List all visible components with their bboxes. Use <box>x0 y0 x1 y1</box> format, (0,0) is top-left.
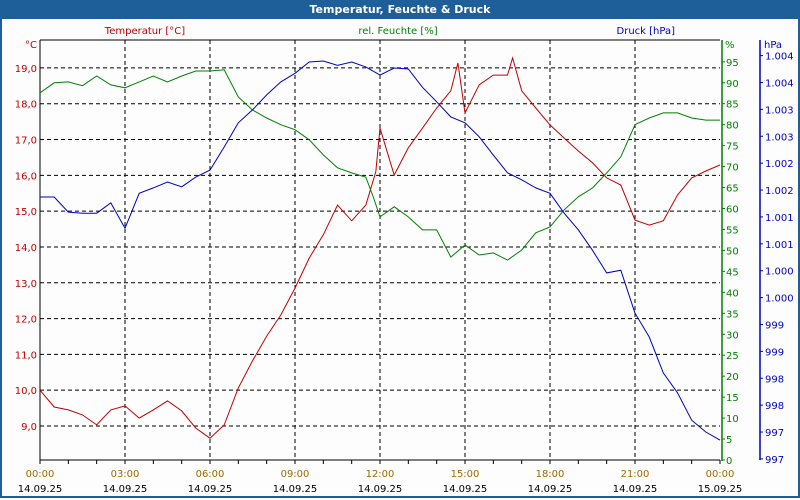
x-tick-date: 15.09.25 <box>698 484 743 495</box>
x-tick-date: 14.09.25 <box>188 484 233 495</box>
x-tick-date: 14.09.25 <box>358 484 403 495</box>
x-tick-date: 14.09.25 <box>273 484 318 495</box>
humidity-tick-label: 0 <box>726 456 732 467</box>
x-tick-date: 14.09.25 <box>18 484 63 495</box>
pressure-tick-label: 998 <box>765 401 784 412</box>
pressure-tick-label: 998 <box>765 374 784 385</box>
pressure-tick-label: 1.002 <box>765 159 794 170</box>
pressure-tick-label: 1.004 <box>765 78 794 89</box>
pressure-tick-label: 999 <box>765 347 784 358</box>
humidity-series-line <box>39 69 720 261</box>
x-tick-time: 09:00 <box>281 469 310 480</box>
x-tick-date: 14.09.25 <box>443 484 488 495</box>
pressure-tick-label: 1.003 <box>765 105 794 116</box>
pressure-tick-label: 997 <box>765 428 784 439</box>
temperature-tick-label: 19,0 <box>15 64 37 75</box>
pressure-tick-label: 999 <box>765 320 784 331</box>
humidity-tick-label: 40 <box>726 288 739 299</box>
pressure-tick-label: 1.000 <box>765 267 794 278</box>
humidity-tick-label: 55 <box>726 225 739 236</box>
temperature-unit: °C <box>25 40 37 51</box>
pressure-tick-label: 1.003 <box>765 132 794 143</box>
pressure-tick-label: 1.001 <box>765 213 794 224</box>
x-tick-time: 06:00 <box>196 469 225 480</box>
x-tick-time: 15:00 <box>451 469 480 480</box>
x-tick-time: 03:00 <box>111 469 140 480</box>
temperature-series-line <box>39 56 721 439</box>
humidity-tick-label: 30 <box>726 330 739 341</box>
pressure-tick-label: 997 <box>765 455 784 466</box>
humidity-tick-label: 10 <box>726 414 739 425</box>
temperature-tick-label: 15,0 <box>15 207 37 218</box>
pressure-tick-label: 1.000 <box>765 294 794 305</box>
temperature-tick-label: 10,0 <box>15 386 37 397</box>
humidity-tick-label: 85 <box>726 100 739 111</box>
x-tick-date: 14.09.25 <box>613 484 658 495</box>
humidity-tick-label: 20 <box>726 372 739 383</box>
temperature-tick-label: 13,0 <box>15 279 37 290</box>
humidity-tick-label: 95 <box>726 58 739 69</box>
temperature-tick-label: 18,0 <box>15 100 37 111</box>
x-tick-time: 00:00 <box>26 469 55 480</box>
temperature-tick-label: 17,0 <box>15 136 37 147</box>
humidity-tick-label: 65 <box>726 184 739 195</box>
humidity-tick-label: 25 <box>726 351 739 362</box>
temperature-tick-label: 11,0 <box>15 350 37 361</box>
pressure-unit: hPa <box>764 40 782 51</box>
humidity-tick-label: 60 <box>726 205 739 216</box>
x-tick-time: 21:00 <box>621 469 650 480</box>
temperature-tick-label: 16,0 <box>15 171 37 182</box>
humidity-unit: % <box>725 40 735 51</box>
humidity-tick-label: 35 <box>726 309 739 320</box>
pressure-tick-label: 1.002 <box>765 186 794 197</box>
pressure-axis-title: Druck [hPa] <box>617 26 676 37</box>
pressure-tick-label: 1.004 <box>765 52 794 63</box>
temperature-tick-label: 14,0 <box>15 243 37 254</box>
temperature-tick-label: 9,0 <box>21 422 37 433</box>
pressure-tick-label: 1.001 <box>765 240 794 251</box>
x-tick-time: 12:00 <box>366 469 395 480</box>
temperature-axis-title: Temperatur [°C] <box>104 26 185 37</box>
x-tick-date: 14.09.25 <box>103 484 148 495</box>
pressure-series-line <box>40 60 721 441</box>
humidity-tick-label: 45 <box>726 267 739 278</box>
humidity-tick-label: 50 <box>726 246 739 257</box>
x-tick-time: 18:00 <box>536 469 565 480</box>
humidity-tick-label: 80 <box>726 121 739 132</box>
humidity-tick-label: 90 <box>726 79 739 90</box>
x-tick-time: 00:00 <box>706 469 735 480</box>
humidity-tick-label: 5 <box>726 435 732 446</box>
temperature-tick-label: 12,0 <box>15 315 37 326</box>
humidity-tick-label: 75 <box>726 142 739 153</box>
humidity-tick-label: 70 <box>726 163 739 174</box>
window-title: Temperatur, Feuchte & Druck <box>0 0 800 19</box>
humidity-axis-title: rel. Feuchte [%] <box>358 26 437 37</box>
x-tick-date: 14.09.25 <box>528 484 573 495</box>
humidity-tick-label: 15 <box>726 393 739 404</box>
